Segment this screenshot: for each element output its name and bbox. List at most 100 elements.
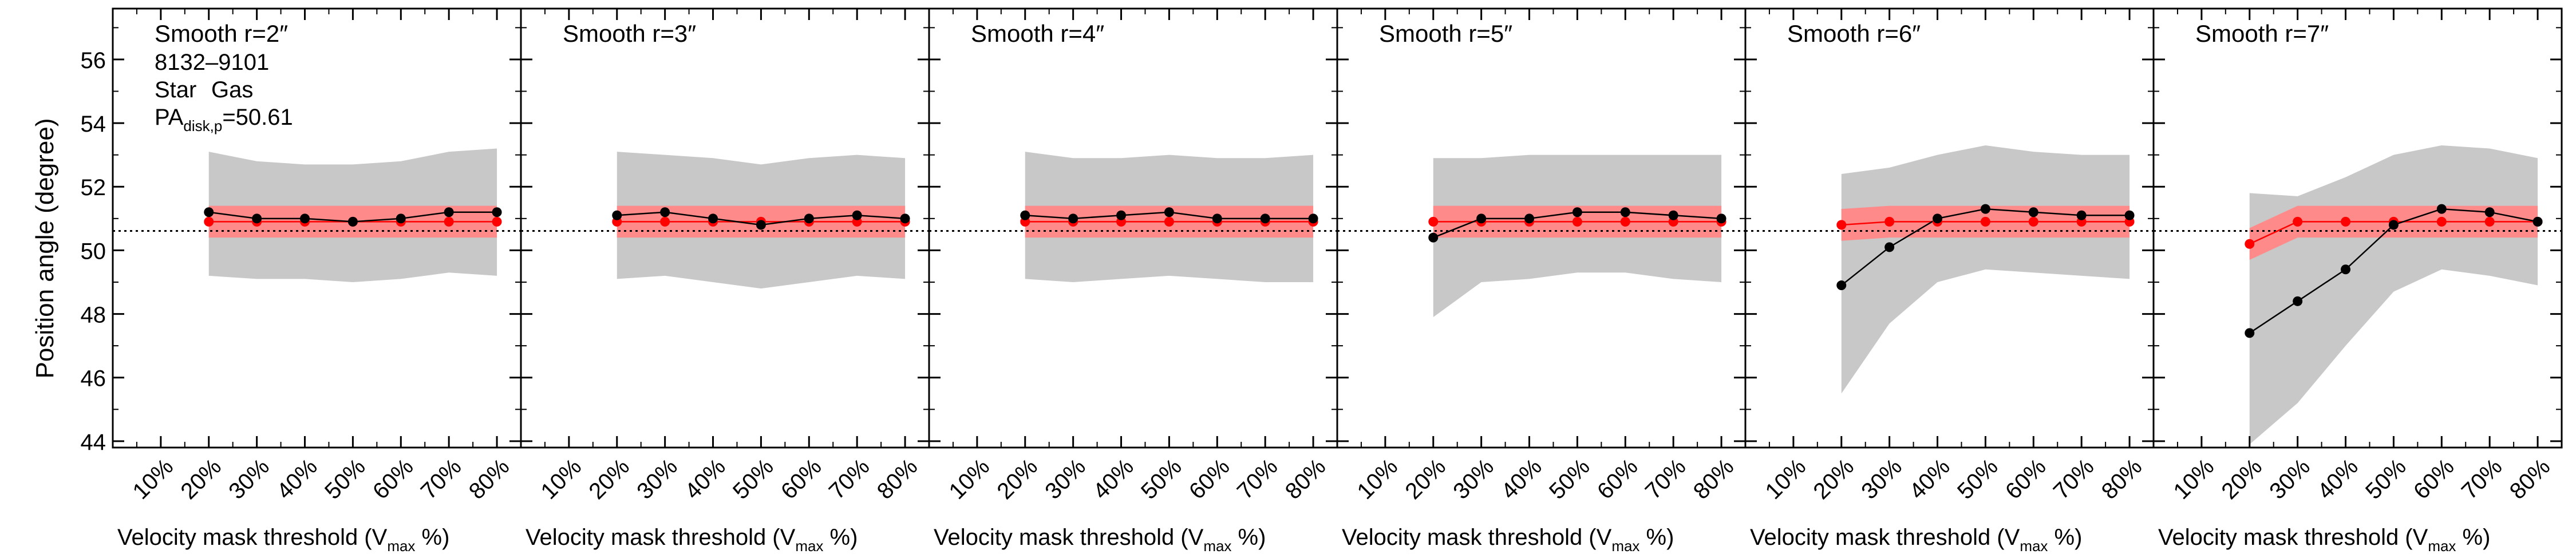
star-point <box>1212 213 1222 224</box>
x-tick-label: 20% <box>992 454 1042 504</box>
x-axis-label: Velocity mask threshold (Vmax %) <box>1750 525 2082 555</box>
gas-point <box>2028 216 2038 227</box>
x-axis-label: Velocity mask threshold (Vmax %) <box>526 525 858 555</box>
gas-point <box>2245 239 2255 249</box>
star-point <box>804 213 814 224</box>
x-tick-label: 50% <box>1544 454 1595 504</box>
star-point <box>2124 210 2135 220</box>
x-tick-label: 30% <box>1448 454 1499 504</box>
star-point <box>1716 213 1726 224</box>
panel-3: 10%20%30%40%50%60%70%80% Smooth r=4″ Veloc… <box>928 7 1338 555</box>
star-point <box>1428 232 1439 243</box>
star-point <box>2532 216 2543 227</box>
panel-title: Smooth r=3″ <box>563 20 696 47</box>
x-tick-label: 60% <box>1593 454 1643 504</box>
star-point <box>1524 213 1535 224</box>
gas-point <box>660 216 670 227</box>
star-point <box>612 210 622 220</box>
x-tick-label: 20% <box>2217 454 2267 504</box>
star-point <box>347 216 358 227</box>
x-tick-label: 40% <box>1496 454 1547 504</box>
x-tick-label: 60% <box>2001 454 2051 504</box>
x-tick-label: 50% <box>320 454 370 504</box>
star-point <box>900 213 910 224</box>
gas-point <box>2341 216 2351 227</box>
star-point <box>444 207 454 217</box>
panel-title: Smooth r=2″ <box>155 20 288 47</box>
gas-point <box>1884 216 1895 227</box>
gas-point <box>1620 216 1630 227</box>
y-tick-label: 44 <box>81 430 106 455</box>
star-point <box>1020 210 1030 220</box>
star-point <box>1476 213 1487 224</box>
x-tick-label: 50% <box>1953 454 2003 504</box>
legend-star: Star <box>155 77 196 102</box>
star-point <box>1980 204 1990 214</box>
star-point <box>2028 207 2038 217</box>
star-point <box>252 213 262 224</box>
x-tick-label: 70% <box>1641 454 1691 504</box>
x-tick-label: 30% <box>2265 454 2315 504</box>
x-tick-label: 80% <box>872 454 923 504</box>
panel-4: 10%20%30%40%50%60%70%80% Smooth r=5″ Veloc… <box>1336 7 1747 555</box>
x-tick-label: 60% <box>368 454 418 504</box>
x-tick-label: 40% <box>1088 454 1139 504</box>
x-tick-label: 60% <box>2409 454 2459 504</box>
gas-point <box>1572 216 1582 227</box>
pa-disk-label: PAdisk,p=50.61 <box>155 105 293 134</box>
star-point <box>1572 207 1582 217</box>
x-tick-label: 80% <box>2505 454 2555 504</box>
star-point <box>660 207 670 217</box>
x-tick-label: 40% <box>680 454 730 504</box>
gas-point <box>204 216 214 227</box>
star-point <box>1308 213 1318 224</box>
x-tick-label: 70% <box>1232 454 1283 504</box>
x-axis-label: Velocity mask threshold (Vmax %) <box>2158 525 2490 555</box>
star-point <box>1884 242 1895 252</box>
x-axis-label: Velocity mask threshold (Vmax %) <box>1342 525 1674 555</box>
gas-point <box>1836 220 1847 230</box>
star-point <box>492 207 502 217</box>
y-tick-label: 52 <box>81 175 106 200</box>
x-tick-label: 70% <box>2457 454 2507 504</box>
x-tick-label: 20% <box>1808 454 1859 504</box>
gas-point <box>2293 216 2303 227</box>
gas-point <box>1980 216 1990 227</box>
x-tick-label: 60% <box>1184 454 1235 504</box>
x-tick-label: 50% <box>2361 454 2411 504</box>
object-id: 8132–9101 <box>155 50 269 75</box>
x-tick-label: 10% <box>1353 454 1403 504</box>
panels: 10%20%30%40%50%60%70%80%44464850525456Sm… <box>81 7 2563 555</box>
star-band <box>2249 145 2538 445</box>
x-tick-label: 80% <box>464 454 515 504</box>
star-point <box>2076 210 2087 220</box>
y-tick-label: 54 <box>81 112 106 137</box>
gas-band <box>2249 205 2538 260</box>
star-point <box>1620 207 1630 217</box>
star-point <box>1116 210 1127 220</box>
y-tick-label: 48 <box>81 303 106 328</box>
star-point <box>2245 328 2255 338</box>
panel-2: 10%20%30%40%50%60%70%80% Smooth r=3″ Veloc… <box>520 7 930 555</box>
star-point <box>708 213 718 224</box>
star-point <box>1164 207 1174 217</box>
y-tick-label: 50 <box>81 239 106 264</box>
x-tick-label: 20% <box>176 454 226 504</box>
star-point <box>852 210 862 220</box>
star-point <box>756 220 766 230</box>
x-tick-label: 30% <box>1040 454 1091 504</box>
y-axis-label: Position angle (degree) <box>31 118 59 379</box>
panel-title: Smooth r=7″ <box>2195 20 2329 47</box>
star-band <box>1841 145 2130 394</box>
star-point <box>204 207 214 217</box>
star-point <box>2341 264 2351 275</box>
star-point <box>1668 210 1678 220</box>
gas-point <box>1428 216 1439 227</box>
star-point <box>2293 296 2303 306</box>
gas-point <box>444 216 454 227</box>
star-point <box>1836 280 1847 291</box>
panel-6: 10%20%30%40%50%60%70%80% Smooth r=7″ Veloc… <box>2152 7 2563 555</box>
panel-frame <box>2152 7 2563 449</box>
x-tick-label: 10% <box>2169 454 2219 504</box>
